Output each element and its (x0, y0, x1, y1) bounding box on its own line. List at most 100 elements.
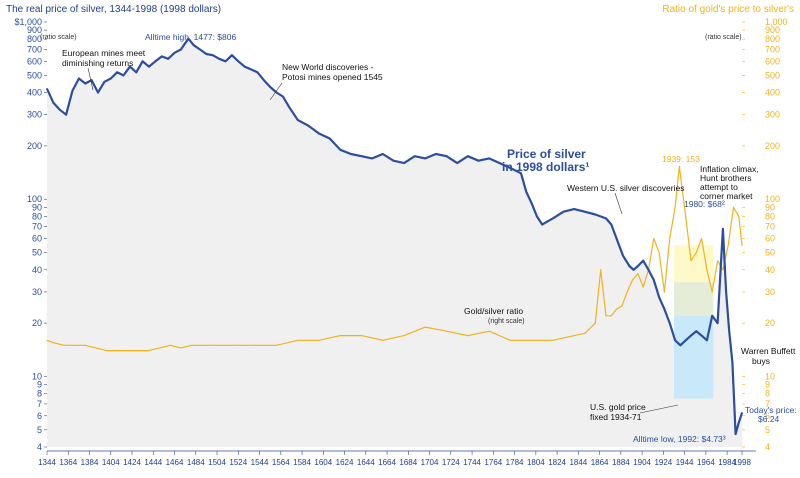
silver-point (269, 86, 271, 88)
silver-point (741, 411, 743, 414)
silver-point (615, 237, 618, 240)
ratio-point (653, 237, 655, 240)
ratio-point (727, 244, 729, 246)
silver-point (628, 265, 631, 267)
silver-point (180, 48, 182, 51)
y-tick-label-left: 50 (32, 248, 42, 258)
annotation-gold-fixed-leader (639, 404, 679, 414)
y-tick-label-left: 60 (32, 234, 42, 244)
ratio-point (669, 237, 671, 240)
annotation-buffett-2: buys (752, 356, 770, 366)
silver-point (520, 172, 522, 175)
y-tick-label-right: 50 (765, 248, 775, 258)
silver-point (525, 191, 528, 193)
highlight-overlap-band (673, 282, 714, 316)
x-tick-label: 1584 (293, 458, 311, 467)
silver-point (307, 124, 310, 127)
y-tick-label-left: 900 (27, 25, 42, 35)
silver-point (622, 254, 624, 257)
annotation-european-leader (87, 67, 94, 91)
x-tick-label: 1904 (633, 458, 651, 467)
silver-point (642, 259, 644, 262)
silver-point (610, 223, 613, 226)
silver-point (90, 79, 93, 81)
silver-point (637, 265, 639, 267)
silver-point (728, 330, 731, 333)
x-tick-label: 1924 (654, 458, 672, 467)
y-tick-label-right: 400 (765, 88, 780, 98)
x-tick-label: 1424 (123, 458, 141, 467)
x-tick-label: 1864 (591, 458, 609, 467)
silver-point (211, 54, 214, 56)
silver-point (103, 80, 106, 83)
annotation-gold-fixed-2: fixed 1934-71 (590, 412, 642, 422)
ratio-point (552, 339, 554, 341)
silver-point (716, 322, 719, 324)
silver-point (205, 53, 208, 55)
ratio-point (658, 251, 660, 254)
silver-point (58, 108, 61, 111)
ratio-point (690, 260, 692, 262)
silver-point (371, 157, 373, 160)
silver-point (658, 296, 660, 299)
x-tick-label: 1364 (59, 458, 77, 467)
silver-point (684, 339, 687, 342)
y-tick-label-left: 600 (27, 56, 42, 66)
silver-point (488, 157, 490, 160)
silver-point (695, 330, 698, 333)
ratio-point (403, 335, 405, 337)
annotation-buffett-1: Warren Buffett (741, 346, 796, 356)
silver-point (679, 344, 682, 347)
silver-point (199, 48, 201, 51)
silver-point (129, 65, 131, 68)
left-scale-note: (ratio scale) (40, 34, 77, 41)
ratio-point (685, 215, 687, 218)
silver-point (328, 137, 331, 140)
y-tick-label-left: 800 (27, 34, 42, 44)
silver-point (573, 208, 575, 210)
ratio-point (254, 344, 256, 346)
silver-point (224, 60, 227, 63)
y-tick-label-left: 80 (32, 211, 42, 221)
silver-series-line (45, 37, 744, 436)
ratio-point (738, 215, 740, 218)
silver-point (632, 268, 635, 271)
silver-point (256, 71, 259, 74)
annotation-inflation-1: Inflation climax, (700, 164, 759, 174)
silver-point (109, 77, 112, 80)
annotation-european-1: European mines meet (62, 48, 146, 58)
silver-point (187, 37, 190, 40)
y-tick-label-left: 20 (32, 318, 42, 328)
silver-point (71, 89, 74, 92)
ratio-point (594, 322, 596, 324)
silver-point (734, 433, 737, 435)
silver-point (392, 159, 395, 162)
ratio-point (382, 339, 384, 341)
silver-point (148, 65, 150, 68)
annotation-new-world-1: New World discoveries - (282, 62, 374, 72)
annotation-inflation-2: Hunt brothers (700, 173, 752, 183)
silver-point (382, 153, 384, 155)
annotation-1939-peak: 1939: 153 (662, 154, 700, 164)
silver-point (509, 167, 512, 169)
ratio-point (573, 335, 575, 337)
silver-point (78, 77, 80, 80)
y-tick-label-right: 500 (765, 70, 780, 80)
annotation-today-2: $6.24 (758, 414, 780, 424)
x-tick-label: 1384 (81, 458, 99, 467)
ratio-point (663, 291, 666, 293)
y-tick-label-right: 800 (765, 34, 780, 44)
y-tick-label-right: 40 (765, 265, 775, 275)
y-tick-label-right: 900 (765, 25, 780, 35)
x-tick-label: 1404 (102, 458, 120, 467)
x-tick-label: 1644 (357, 458, 375, 467)
silver-point (498, 162, 501, 164)
y-tick-label-right: 60 (765, 234, 775, 244)
ratio-point (642, 286, 644, 288)
x-tick-label: 1464 (166, 458, 184, 467)
highlight-ratio-band (673, 245, 714, 283)
y-tick-label-right: 6 (765, 411, 770, 421)
y-tick-label-left: $1,000 (14, 17, 42, 27)
ratio-point (631, 279, 634, 281)
y-tick-label-right: 700 (765, 44, 780, 54)
